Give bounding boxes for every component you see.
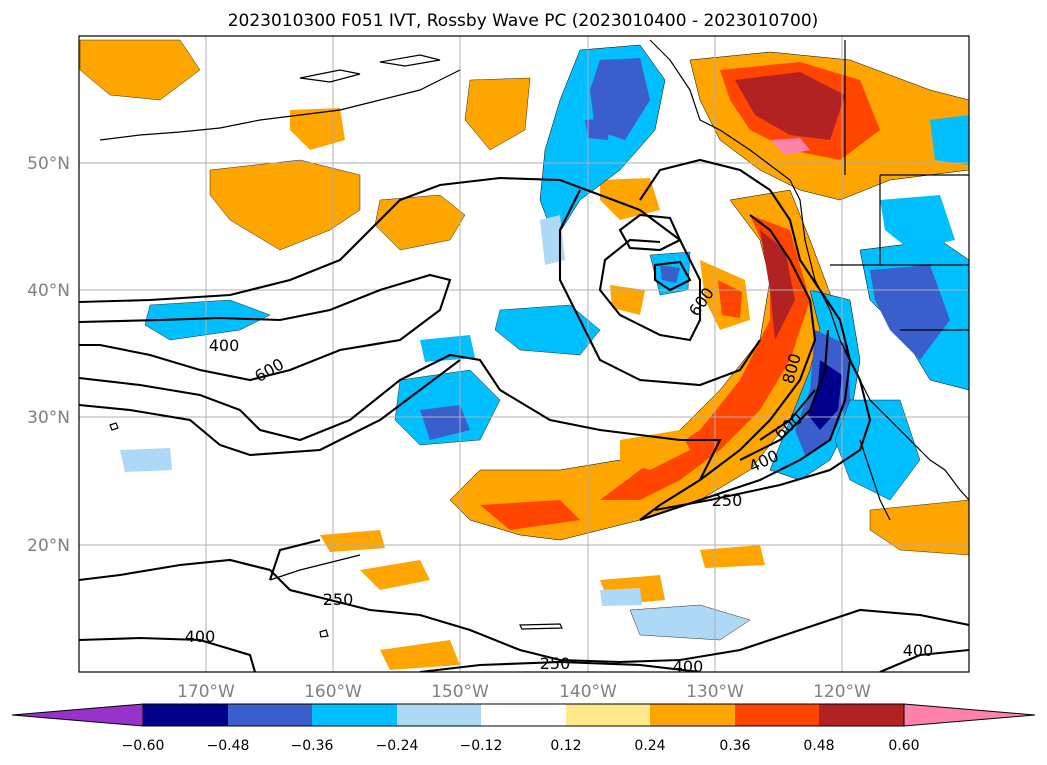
contour-label: 400 bbox=[903, 641, 934, 660]
colorbar-tick-label: −0.24 bbox=[376, 738, 419, 754]
colorbar-segment bbox=[312, 704, 397, 726]
colorbar-segment bbox=[228, 704, 312, 726]
colorbar-tick-label: −0.48 bbox=[207, 738, 250, 754]
lon-label: 150°W bbox=[431, 682, 489, 702]
contour-label: 400 bbox=[209, 336, 240, 355]
colorbar-segment bbox=[566, 704, 650, 726]
contour-label: 400 bbox=[185, 627, 216, 646]
map-panel: 400 600 600 800 600 400 250 250 400 250 … bbox=[78, 35, 970, 676]
colorbar-tick-label: −0.36 bbox=[291, 738, 334, 754]
colorbar-tick-label: 0.36 bbox=[719, 738, 750, 754]
colorbar-segment bbox=[819, 704, 904, 726]
colorbar: −0.60 −0.48 −0.36 −0.24 −0.12 0.12 0.24 … bbox=[11, 703, 1036, 754]
colorbar-segment bbox=[481, 704, 566, 726]
colorbar-segment bbox=[735, 704, 819, 726]
lon-labels: 170°W 160°W 150°W 140°W 130°W 120°W bbox=[177, 682, 871, 702]
lat-label: 50°N bbox=[27, 154, 70, 174]
lat-label: 30°N bbox=[27, 408, 70, 428]
colorbar-segment bbox=[397, 704, 481, 726]
colorbar-segment bbox=[650, 704, 735, 726]
lon-label: 170°W bbox=[177, 682, 235, 702]
contour-label: 250 bbox=[323, 590, 354, 609]
colorbar-segment bbox=[143, 704, 228, 726]
lon-label: 130°W bbox=[686, 682, 744, 702]
lat-label: 20°N bbox=[27, 536, 70, 556]
lat-labels: 50°N 40°N 30°N 20°N bbox=[27, 154, 70, 556]
colorbar-extend-low bbox=[11, 703, 144, 727]
colorbar-ticks: −0.60 −0.48 −0.36 −0.24 −0.12 0.12 0.24 … bbox=[122, 738, 920, 754]
contour-lines bbox=[79, 158, 969, 672]
lat-label: 40°N bbox=[27, 281, 70, 301]
map-frame bbox=[78, 35, 970, 673]
colorbar-tick-label: −0.60 bbox=[122, 738, 165, 754]
colorbar-tick-label: 0.12 bbox=[550, 738, 581, 754]
map-title: 2023010300 F051 IVT, Rossby Wave PC (202… bbox=[228, 11, 819, 31]
colorbar-tick-label: 0.60 bbox=[888, 738, 919, 754]
lon-label: 160°W bbox=[304, 682, 362, 702]
lon-label: 140°W bbox=[559, 682, 617, 702]
colorbar-tick-label: −0.12 bbox=[460, 738, 503, 754]
contour-label: 250 bbox=[540, 654, 571, 673]
lon-label: 120°W bbox=[813, 682, 871, 702]
contour-label: 250 bbox=[712, 491, 743, 510]
contour-label: 400 bbox=[673, 657, 704, 676]
colorbar-tick-label: 0.24 bbox=[634, 738, 665, 754]
colorbar-tick-label: 0.48 bbox=[803, 738, 834, 754]
colorbar-extend-high bbox=[903, 703, 1036, 727]
